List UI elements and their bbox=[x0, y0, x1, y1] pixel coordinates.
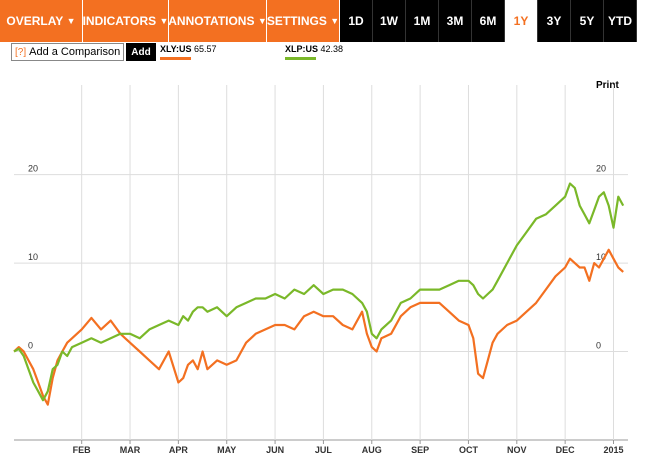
y-tick-label-left: 10 bbox=[28, 252, 38, 262]
legend-xlp: XLP:US 42.38 bbox=[285, 44, 343, 54]
x-tick-label: AUG bbox=[362, 445, 382, 455]
legend-xly-ticker: XLY:US bbox=[160, 44, 192, 54]
x-tick-label: NOV bbox=[507, 445, 527, 455]
x-tick-label: JUN bbox=[266, 445, 284, 455]
x-tick-label: SEP bbox=[411, 445, 429, 455]
chevron-down-icon: ▼ bbox=[66, 16, 76, 26]
range-1m-button[interactable]: 1M bbox=[406, 0, 439, 42]
x-tick-label: FEB bbox=[73, 445, 92, 455]
legend-xlp-swatch bbox=[285, 57, 316, 60]
chevron-down-icon: ▼ bbox=[257, 16, 267, 26]
indicators-menu-label: INDICATORS bbox=[82, 14, 157, 28]
range-3m-button[interactable]: 3M bbox=[439, 0, 472, 42]
chevron-down-icon: ▼ bbox=[330, 16, 340, 26]
comparison-control: [?] Add a Comparison Add bbox=[11, 42, 156, 62]
annotations-menu-label: ANNOTATIONS bbox=[168, 14, 255, 28]
settings-menu-label: SETTINGS bbox=[266, 14, 327, 28]
y-tick-label-left: 0 bbox=[28, 341, 33, 351]
series-line-xlpus bbox=[13, 182, 625, 402]
series-line-xlyus bbox=[13, 248, 624, 406]
y-tick-label-right: 0 bbox=[596, 341, 601, 351]
x-tick-label: OCT bbox=[459, 445, 479, 455]
indicators-menu-button[interactable]: INDICATORS ▼ bbox=[83, 0, 169, 42]
help-icon[interactable]: [?] bbox=[15, 46, 27, 58]
range-1y-button[interactable]: 1Y bbox=[505, 0, 538, 42]
legend-xly-value: 65.57 bbox=[194, 44, 217, 54]
annotations-menu-button[interactable]: ANNOTATIONS ▼ bbox=[168, 0, 267, 42]
chart-toolbar: OVERLAY ▼ INDICATORS ▼ ANNOTATIONS ▼ SET… bbox=[0, 0, 659, 42]
legend-xlp-value: 42.38 bbox=[320, 44, 344, 54]
chevron-down-icon: ▼ bbox=[159, 16, 169, 26]
legend-xly-swatch bbox=[160, 57, 191, 60]
range-ytd-button[interactable]: YTD bbox=[604, 0, 637, 42]
overlay-menu-button[interactable]: OVERLAY ▼ bbox=[0, 0, 83, 42]
y-tick-label-left: 20 bbox=[28, 164, 38, 174]
add-comparison-field[interactable]: [?] Add a Comparison bbox=[11, 43, 125, 61]
x-tick-label: APR bbox=[169, 445, 189, 455]
x-tick-label: DEC bbox=[556, 445, 576, 455]
overlay-menu-label: OVERLAY bbox=[6, 14, 64, 28]
range-1d-button[interactable]: 1D bbox=[340, 0, 373, 42]
settings-menu-button[interactable]: SETTINGS ▼ bbox=[267, 0, 340, 42]
add-comparison-button[interactable]: Add bbox=[126, 43, 156, 61]
add-comparison-label: Add a Comparison bbox=[29, 46, 121, 58]
range-5y-button[interactable]: 5Y bbox=[571, 0, 604, 42]
x-tick-label: MAR bbox=[120, 445, 141, 455]
x-tick-label: JUL bbox=[315, 445, 333, 455]
range-6m-button[interactable]: 6M bbox=[472, 0, 505, 42]
range-3y-button[interactable]: 3Y bbox=[538, 0, 571, 42]
x-tick-label: MAY bbox=[217, 445, 236, 455]
y-tick-label-right: 10 bbox=[596, 252, 606, 262]
y-tick-label-right: 20 bbox=[596, 164, 606, 174]
range-1w-button[interactable]: 1W bbox=[373, 0, 406, 42]
legend-xly: XLY:US 65.57 bbox=[160, 44, 217, 54]
x-tick-label: 2015 bbox=[603, 445, 623, 455]
legend-xlp-ticker: XLP:US bbox=[285, 44, 319, 54]
print-button[interactable]: Print bbox=[596, 80, 619, 91]
